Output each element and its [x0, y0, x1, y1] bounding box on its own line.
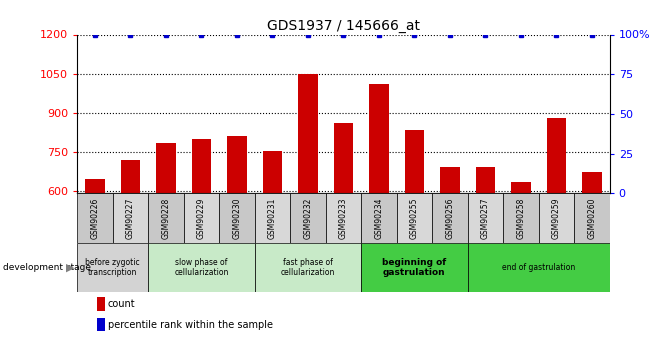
Bar [539, 193, 574, 243]
Bar [227, 137, 247, 193]
Bar [511, 182, 531, 193]
Text: GSM90230: GSM90230 [232, 197, 241, 239]
Bar [468, 193, 503, 243]
Bar [405, 130, 424, 193]
Text: GSM90232: GSM90232 [304, 198, 312, 239]
Bar [334, 123, 353, 193]
Text: beginning of
gastrulation: beginning of gastrulation [383, 258, 446, 277]
Bar [440, 167, 460, 193]
Text: GSM90228: GSM90228 [161, 198, 170, 239]
Text: ▶: ▶ [66, 263, 74, 272]
Bar [582, 172, 602, 193]
Bar [503, 193, 539, 243]
Text: GSM90229: GSM90229 [197, 198, 206, 239]
Text: GSM90256: GSM90256 [446, 197, 454, 239]
Bar [77, 243, 148, 292]
Bar [77, 193, 113, 243]
Bar [255, 243, 361, 292]
Text: GSM90226: GSM90226 [90, 198, 99, 239]
Text: GSM90227: GSM90227 [126, 198, 135, 239]
Bar [369, 84, 389, 193]
Bar [192, 139, 211, 193]
Text: GSM90259: GSM90259 [552, 197, 561, 239]
Text: end of gastrulation: end of gastrulation [502, 263, 576, 272]
Text: GSM90231: GSM90231 [268, 198, 277, 239]
Text: GSM90234: GSM90234 [375, 197, 383, 239]
Text: percentile rank within the sample: percentile rank within the sample [108, 320, 273, 329]
Bar [361, 193, 397, 243]
Text: GSM90233: GSM90233 [339, 197, 348, 239]
Bar [361, 243, 468, 292]
Bar [298, 74, 318, 193]
Bar [121, 160, 140, 193]
Text: fast phase of
cellularization: fast phase of cellularization [281, 258, 335, 277]
Bar [184, 193, 219, 243]
Text: before zygotic
transcription: before zygotic transcription [85, 258, 140, 277]
Bar [219, 193, 255, 243]
Bar [547, 118, 566, 193]
Bar [468, 243, 610, 292]
Bar [113, 193, 148, 243]
Bar [255, 193, 290, 243]
Text: GSM90255: GSM90255 [410, 197, 419, 239]
Bar [432, 193, 468, 243]
Bar [148, 243, 255, 292]
Bar [263, 151, 282, 193]
Text: slow phase of
cellularization: slow phase of cellularization [174, 258, 228, 277]
Text: development stage: development stage [3, 263, 91, 272]
Text: GSM90260: GSM90260 [588, 197, 596, 239]
Text: count: count [108, 299, 135, 309]
Text: GSM90258: GSM90258 [517, 198, 525, 239]
Text: GSM90257: GSM90257 [481, 197, 490, 239]
Bar [476, 167, 495, 193]
Bar [397, 193, 432, 243]
Bar [290, 193, 326, 243]
Bar [574, 193, 610, 243]
Bar [85, 179, 105, 193]
Bar [148, 193, 184, 243]
Bar [156, 143, 176, 193]
Bar [326, 193, 361, 243]
Title: GDS1937 / 145666_at: GDS1937 / 145666_at [267, 19, 420, 33]
